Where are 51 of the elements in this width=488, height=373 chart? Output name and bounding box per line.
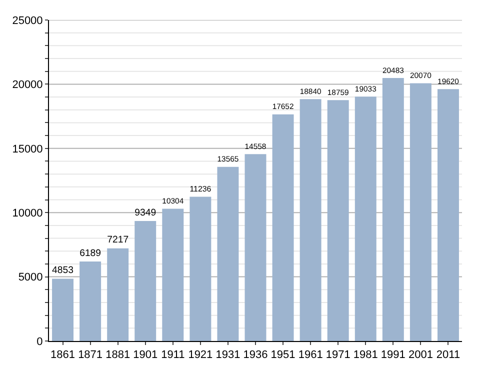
bar	[134, 220, 156, 341]
x-tick-label: 1881	[106, 349, 130, 362]
bar	[80, 262, 102, 341]
x-tick-label: 1921	[188, 349, 213, 362]
x-tick-label: 1871	[78, 349, 103, 362]
data-label: 13565	[217, 154, 239, 164]
bar	[354, 96, 376, 341]
x-tick-label: 2001	[408, 349, 433, 362]
x-tick-label: 2011	[436, 349, 460, 362]
bar	[52, 278, 74, 341]
data-label: 11236	[190, 184, 212, 194]
data-label: 20483	[382, 66, 404, 75]
data-label: 7217	[107, 234, 129, 246]
data-label: 18840	[300, 86, 322, 96]
bar	[410, 83, 432, 341]
bar	[382, 78, 404, 341]
bar	[190, 196, 212, 341]
bar	[162, 208, 184, 341]
x-tick-label: 1981	[353, 349, 378, 362]
bar	[300, 99, 322, 341]
data-label: 17652	[272, 102, 294, 112]
data-label: 4853	[52, 265, 74, 276]
data-label: 9349	[134, 207, 156, 218]
x-tick-label: 1911	[161, 349, 185, 362]
bar	[438, 89, 459, 341]
data-label: 6189	[80, 248, 102, 259]
y-tick-label: 0	[36, 336, 43, 348]
y-tick-label: 20000	[12, 79, 43, 92]
x-tick-label: 1931	[216, 349, 240, 362]
data-label: 10304	[162, 196, 184, 206]
bar	[107, 248, 129, 341]
y-tick-label: 10000	[12, 207, 43, 220]
y-tick-label: 5000	[18, 272, 43, 284]
bar	[272, 114, 294, 341]
x-tick-label: 1961	[298, 349, 323, 362]
bar	[244, 154, 266, 341]
x-tick-label: 1901	[133, 349, 158, 362]
y-tick-label: 15000	[12, 143, 43, 156]
x-tick-label: 1936	[243, 349, 268, 362]
x-tick-label: 1971	[326, 349, 350, 362]
x-tick-label: 1951	[270, 349, 296, 362]
data-label: 20070	[410, 71, 432, 80]
data-label: 19620	[438, 76, 459, 86]
bar	[327, 100, 349, 341]
y-tick-label: 25000	[12, 14, 43, 27]
data-label: 19033	[354, 84, 376, 94]
bar	[217, 166, 239, 341]
x-tick-label: 1991	[380, 349, 406, 362]
data-label: 18759	[327, 88, 349, 98]
x-tick-label: 1861	[50, 349, 76, 362]
data-label: 14558	[244, 142, 266, 151]
